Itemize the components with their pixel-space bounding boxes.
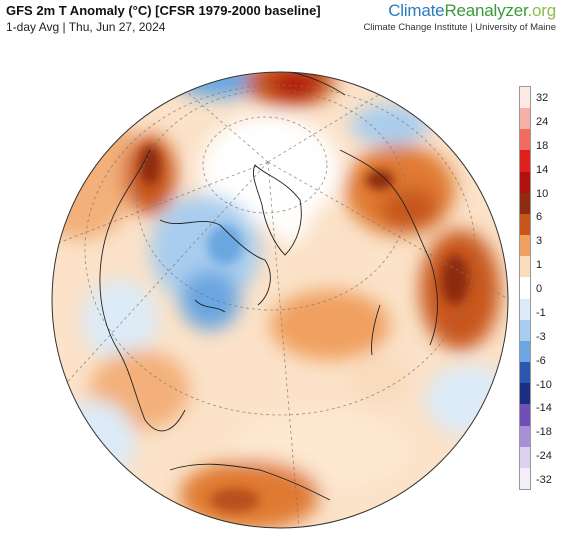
colorbar-tick-label: 1 <box>536 259 543 272</box>
colorbar-tick-label: -14 <box>536 402 552 415</box>
map-title: GFS 2m T Anomaly (°C) [CFSR 1979-2000 ba… <box>6 3 321 18</box>
graticule <box>52 72 508 528</box>
colorbar-segment <box>520 467 530 489</box>
brand-affiliation: Climate Change Institute | University of… <box>363 22 556 33</box>
colorbar <box>519 86 531 490</box>
colorbar-segment <box>520 298 530 320</box>
colorbar-segment <box>520 150 530 172</box>
colorbar-segment <box>520 256 530 278</box>
colorbar-segment <box>520 277 530 299</box>
colorbar-segment <box>520 213 530 236</box>
colorbar-segment <box>520 171 530 193</box>
colorbar-segment <box>520 87 530 109</box>
coastlines <box>99 72 438 501</box>
brand-part-climate: Climate <box>388 1 445 20</box>
colorbar-segment <box>520 425 530 447</box>
colorbar-segment <box>520 404 530 426</box>
brand-part-org: .org <box>527 1 557 20</box>
anomaly-field <box>52 72 508 528</box>
colorbar-segment <box>520 319 530 341</box>
colorbar-segment <box>520 129 530 151</box>
colorbar-segment <box>520 446 530 468</box>
colorbar-tick-label: -3 <box>536 330 546 343</box>
map-subtitle: 1-day Avg | Thu, Jun 27, 2024 <box>6 20 166 34</box>
colorbar-tick-label: -24 <box>536 450 552 463</box>
colorbar-tick-label: 32 <box>536 92 549 104</box>
colorbar-tick-label: 14 <box>536 163 549 176</box>
colorbar-tick-label: 6 <box>536 211 543 224</box>
colorbar-tick-label: 0 <box>536 283 543 295</box>
colorbar-tick-label: -18 <box>536 426 552 439</box>
colorbar-segment <box>520 383 530 405</box>
colorbar-tick-label: 3 <box>536 235 543 248</box>
colorbar-segment <box>520 235 530 257</box>
brand-part-reanalyzer: Reanalyzer <box>444 1 528 20</box>
colorbar-tick-label: 24 <box>536 115 549 128</box>
colorbar-tick-label: -1 <box>536 306 546 319</box>
colorbar-tick-label: 10 <box>536 187 549 200</box>
globe-outline <box>51 71 509 529</box>
brand-logo[interactable]: ClimateReanalyzer.org <box>388 1 556 21</box>
colorbar-tick-label: -10 <box>536 378 552 391</box>
colorbar-segment <box>520 340 530 363</box>
colorbar-tick-label: -6 <box>536 354 546 367</box>
colorbar-segment <box>520 192 530 214</box>
colorbar-segment <box>520 108 530 130</box>
colorbar-tick-label: 18 <box>536 139 549 152</box>
colorbar-segment <box>520 362 530 384</box>
colorbar-tick-label: -32 <box>536 474 552 486</box>
